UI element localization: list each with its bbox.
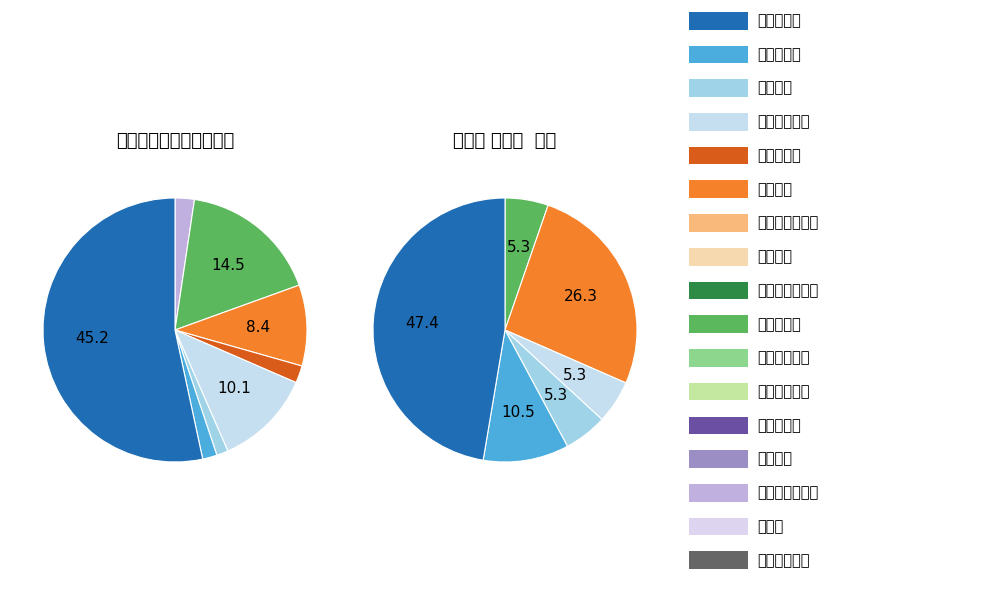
Text: ナックル: ナックル (758, 452, 792, 467)
Bar (689, 281, 748, 299)
Bar (689, 12, 748, 29)
Text: スローカーブ: スローカーブ (758, 553, 810, 568)
Text: 8.4: 8.4 (246, 320, 270, 335)
Wedge shape (175, 330, 296, 451)
Bar (689, 416, 748, 434)
Wedge shape (373, 198, 505, 460)
Bar (689, 383, 748, 400)
Wedge shape (505, 198, 548, 330)
Text: 45.2: 45.2 (75, 331, 109, 346)
Wedge shape (175, 330, 302, 383)
Text: スライダー: スライダー (758, 317, 801, 332)
Bar (689, 46, 748, 63)
Bar (689, 316, 748, 333)
Bar (689, 113, 748, 131)
Wedge shape (175, 285, 307, 366)
Text: ツーシーム: ツーシーム (758, 47, 801, 62)
Text: カットボール: カットボール (758, 115, 810, 130)
Text: 5.3: 5.3 (544, 388, 568, 403)
Text: 47.4: 47.4 (405, 316, 439, 331)
Text: 5.3: 5.3 (562, 368, 587, 383)
Text: スプリット: スプリット (758, 148, 801, 163)
Bar (689, 147, 748, 164)
Bar (689, 79, 748, 97)
Text: カーブ: カーブ (758, 519, 784, 534)
Bar (689, 248, 748, 266)
Wedge shape (175, 199, 299, 330)
Wedge shape (505, 330, 602, 446)
Text: パワーカーブ: パワーカーブ (758, 384, 810, 399)
Text: 10.5: 10.5 (502, 404, 535, 419)
Bar (689, 349, 748, 367)
Text: シンカー: シンカー (758, 249, 792, 264)
Bar (689, 551, 748, 569)
Text: 高速スライダー: 高速スライダー (758, 283, 819, 298)
Text: シュート: シュート (758, 80, 792, 95)
Title: 小笠原 慎之介  選手: 小笠原 慎之介 選手 (453, 131, 557, 149)
Text: 10.1: 10.1 (217, 381, 251, 396)
Text: ナックルカーブ: ナックルカーブ (758, 485, 819, 500)
Text: スクリュー: スクリュー (758, 418, 801, 433)
Bar (689, 214, 748, 232)
Bar (689, 450, 748, 468)
Bar (689, 181, 748, 198)
Bar (689, 484, 748, 502)
Text: 14.5: 14.5 (211, 258, 245, 273)
Title: セ・リーグ全プレイヤー: セ・リーグ全プレイヤー (116, 131, 234, 149)
Wedge shape (175, 330, 228, 455)
Wedge shape (175, 330, 217, 459)
Text: チェンジアップ: チェンジアップ (758, 215, 819, 230)
Text: フォーク: フォーク (758, 182, 792, 197)
Text: 26.3: 26.3 (564, 289, 598, 304)
Text: 5.3: 5.3 (507, 241, 531, 256)
Wedge shape (505, 205, 637, 383)
Wedge shape (483, 330, 567, 462)
Text: 縦スライダー: 縦スライダー (758, 350, 810, 365)
Bar (689, 518, 748, 535)
Wedge shape (505, 330, 626, 419)
Text: ストレート: ストレート (758, 13, 801, 28)
Wedge shape (43, 198, 203, 462)
Wedge shape (175, 198, 195, 330)
